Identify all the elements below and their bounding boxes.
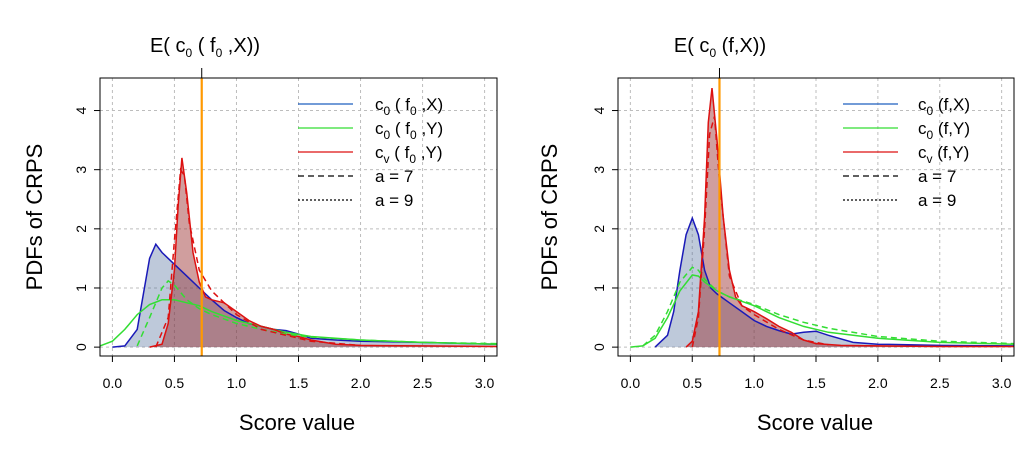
series-line-4	[136, 279, 498, 347]
legend-label: c0 ( f0 ,Y)	[375, 119, 443, 142]
y-tick-label: 0	[73, 343, 89, 351]
legend-label: a = 9	[918, 191, 956, 210]
series-area-1	[655, 218, 1014, 348]
legend-label: cv (f,Y)	[918, 143, 969, 166]
x-tick-label: 1.0	[227, 375, 247, 391]
x-tick-label: 2.5	[413, 375, 433, 391]
x-tick-label: 1.5	[806, 375, 826, 391]
series-line-2	[630, 274, 1015, 348]
y-tick-label: 3	[73, 166, 89, 174]
chart-panel-2: 0.0 0.5 1.0 1.5 2.0 2.5 3.0 0 1 2 3 4 Score value PDF…	[537, 35, 1015, 435]
chart-title: E( c0 ( f0 ,X))	[150, 35, 260, 60]
legend-label: cv ( f0 ,Y)	[375, 143, 442, 166]
y-tick-label: 1	[591, 284, 607, 292]
x-tick-label: 2.0	[351, 375, 371, 391]
y-tick-label: 1	[73, 284, 89, 292]
series-area-1	[112, 244, 498, 348]
x-tick-label: 3.0	[475, 375, 495, 391]
series-line-5	[155, 167, 361, 348]
series-line-2	[99, 299, 498, 347]
x-tick-label: 0.0	[103, 375, 123, 391]
x-tick-label: 0.5	[683, 375, 703, 391]
y-tick-label: 2	[591, 225, 607, 233]
y-tick-label: 3	[591, 166, 607, 174]
y-axis-title: PDFs of CRPS	[537, 144, 562, 291]
x-tick-label: 0.0	[621, 375, 641, 391]
x-tick-label: 1.5	[289, 375, 309, 391]
chart-title: E( c0 (f,X))	[674, 35, 766, 60]
y-axis-title: PDFs of CRPS	[22, 144, 47, 291]
x-tick-label: 0.5	[165, 375, 185, 391]
series-line-1	[654, 216, 1015, 348]
series-line-4	[642, 266, 1015, 347]
y-tick-label: 4	[73, 106, 89, 114]
legend-label: c0 (f,X)	[918, 95, 970, 118]
x-tick-label: 3.0	[992, 375, 1012, 391]
x-tick-label: 2.5	[930, 375, 950, 391]
legend: c0 ( f0 ,X)c0 ( f0 ,Y)cv ( f0 ,Y)a = 7 a …	[298, 95, 443, 210]
x-axis-title: Score value	[757, 410, 873, 435]
legend-label: c0 (f,Y)	[918, 119, 970, 142]
y-tick-label: 4	[591, 106, 607, 114]
x-axis-title: Score value	[239, 410, 355, 435]
x-tick-label: 1.0	[744, 375, 764, 391]
legend-label: c0 ( f0 ,X)	[375, 95, 443, 118]
chart-panel-1: 0.0 0.5 1.0 1.5 2.0 2.5 3.0 0 1 2 3 4 Score value PDF…	[22, 35, 498, 435]
y-tick-label: 2	[73, 225, 89, 233]
legend-label: a = 7	[918, 167, 956, 186]
series-line-5	[691, 116, 829, 348]
y-tick-label: 0	[591, 343, 607, 351]
x-tick-label: 2.0	[868, 375, 888, 391]
legend-label: a = 7	[375, 167, 413, 186]
legend: c0 (f,X)c0 (f,Y)cv (f,Y)a = 7 a = 9	[843, 95, 970, 210]
legend-label: a = 9	[375, 191, 413, 210]
